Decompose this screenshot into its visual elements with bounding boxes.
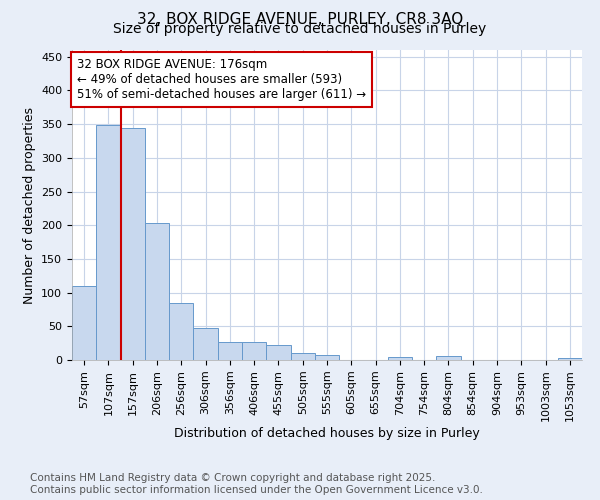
- Text: 32, BOX RIDGE AVENUE, PURLEY, CR8 3AQ: 32, BOX RIDGE AVENUE, PURLEY, CR8 3AQ: [137, 12, 463, 28]
- Bar: [121, 128, 145, 360]
- Bar: [96, 126, 121, 360]
- Bar: [145, 222, 169, 360]
- X-axis label: Distribution of detached houses by size in Purley: Distribution of detached houses by size …: [174, 427, 480, 440]
- Bar: [193, 328, 218, 360]
- Bar: [315, 356, 339, 360]
- Y-axis label: Number of detached properties: Number of detached properties: [23, 106, 35, 304]
- Bar: [558, 358, 582, 360]
- Bar: [169, 302, 193, 360]
- Bar: [242, 342, 266, 360]
- Bar: [290, 354, 315, 360]
- Text: Contains HM Land Registry data © Crown copyright and database right 2025.
Contai: Contains HM Land Registry data © Crown c…: [30, 474, 483, 495]
- Bar: [436, 356, 461, 360]
- Bar: [72, 286, 96, 360]
- Text: Size of property relative to detached houses in Purley: Size of property relative to detached ho…: [113, 22, 487, 36]
- Bar: [388, 356, 412, 360]
- Bar: [218, 342, 242, 360]
- Bar: [266, 345, 290, 360]
- Text: 32 BOX RIDGE AVENUE: 176sqm
← 49% of detached houses are smaller (593)
51% of se: 32 BOX RIDGE AVENUE: 176sqm ← 49% of det…: [77, 58, 366, 101]
